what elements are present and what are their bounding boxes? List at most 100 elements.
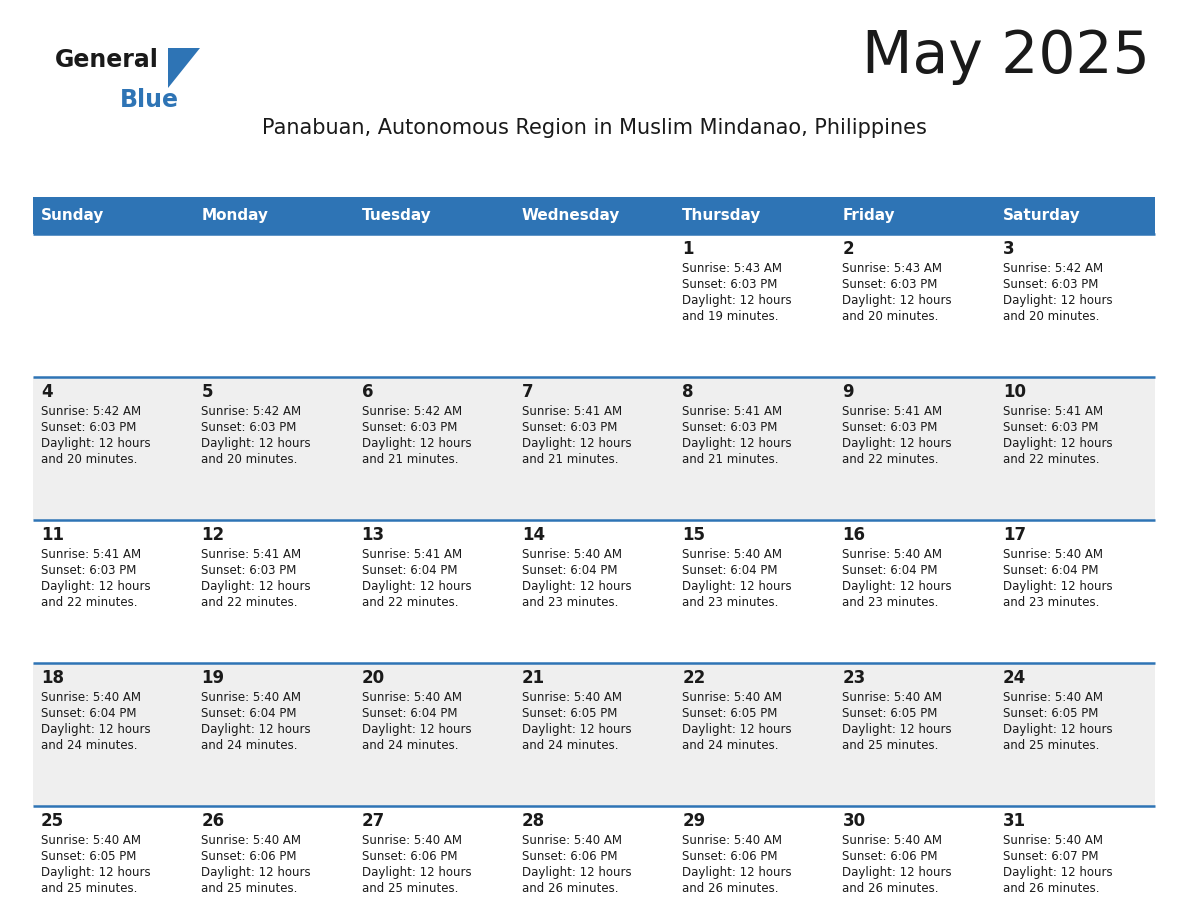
Text: Sunset: 6:03 PM: Sunset: 6:03 PM — [682, 421, 777, 434]
Text: 2: 2 — [842, 240, 854, 258]
Text: Saturday: Saturday — [1003, 208, 1080, 223]
Text: 8: 8 — [682, 383, 694, 401]
Text: Daylight: 12 hours: Daylight: 12 hours — [201, 866, 311, 879]
Text: Sunset: 6:04 PM: Sunset: 6:04 PM — [682, 564, 778, 577]
Text: 29: 29 — [682, 812, 706, 830]
Text: Tuesday: Tuesday — [361, 208, 431, 223]
Text: Daylight: 12 hours: Daylight: 12 hours — [522, 437, 632, 450]
Text: and 26 minutes.: and 26 minutes. — [842, 882, 939, 895]
Text: 16: 16 — [842, 526, 865, 544]
Text: Sunset: 6:06 PM: Sunset: 6:06 PM — [842, 850, 939, 863]
Bar — [33, 377, 1155, 520]
Text: and 24 minutes.: and 24 minutes. — [522, 739, 619, 752]
Text: Sunrise: 5:43 AM: Sunrise: 5:43 AM — [842, 262, 942, 275]
Text: 4: 4 — [42, 383, 52, 401]
Text: 25: 25 — [42, 812, 64, 830]
Text: Daylight: 12 hours: Daylight: 12 hours — [1003, 437, 1112, 450]
Text: and 26 minutes.: and 26 minutes. — [522, 882, 619, 895]
Text: Sunrise: 5:42 AM: Sunrise: 5:42 AM — [42, 405, 141, 418]
Text: and 23 minutes.: and 23 minutes. — [522, 596, 618, 609]
Text: 23: 23 — [842, 669, 866, 687]
Text: Daylight: 12 hours: Daylight: 12 hours — [42, 866, 151, 879]
Text: Sunrise: 5:40 AM: Sunrise: 5:40 AM — [842, 834, 942, 847]
Text: Sunrise: 5:41 AM: Sunrise: 5:41 AM — [1003, 405, 1102, 418]
Text: Sunset: 6:03 PM: Sunset: 6:03 PM — [42, 564, 137, 577]
Text: Daylight: 12 hours: Daylight: 12 hours — [1003, 294, 1112, 307]
Text: Sunrise: 5:41 AM: Sunrise: 5:41 AM — [361, 548, 462, 561]
Text: and 25 minutes.: and 25 minutes. — [1003, 739, 1099, 752]
Text: and 24 minutes.: and 24 minutes. — [682, 739, 778, 752]
Text: and 22 minutes.: and 22 minutes. — [842, 453, 939, 466]
Bar — [33, 663, 1155, 806]
Text: and 24 minutes.: and 24 minutes. — [42, 739, 138, 752]
Text: and 25 minutes.: and 25 minutes. — [842, 739, 939, 752]
Text: Sunset: 6:03 PM: Sunset: 6:03 PM — [1003, 278, 1098, 291]
Text: Sunrise: 5:40 AM: Sunrise: 5:40 AM — [522, 548, 621, 561]
Bar — [33, 197, 1155, 234]
Text: Sunset: 6:06 PM: Sunset: 6:06 PM — [682, 850, 778, 863]
Text: Daylight: 12 hours: Daylight: 12 hours — [522, 580, 632, 593]
Text: Sunset: 6:04 PM: Sunset: 6:04 PM — [1003, 564, 1098, 577]
Text: Daylight: 12 hours: Daylight: 12 hours — [842, 580, 952, 593]
Text: Sunrise: 5:43 AM: Sunrise: 5:43 AM — [682, 262, 782, 275]
Text: Panabuan, Autonomous Region in Muslim Mindanao, Philippines: Panabuan, Autonomous Region in Muslim Mi… — [261, 118, 927, 138]
Text: Daylight: 12 hours: Daylight: 12 hours — [522, 866, 632, 879]
Text: 30: 30 — [842, 812, 866, 830]
Text: Thursday: Thursday — [682, 208, 762, 223]
Text: 18: 18 — [42, 669, 64, 687]
Text: 28: 28 — [522, 812, 545, 830]
Text: Sunset: 6:04 PM: Sunset: 6:04 PM — [842, 564, 939, 577]
Text: Sunrise: 5:40 AM: Sunrise: 5:40 AM — [42, 691, 141, 704]
Text: Sunset: 6:03 PM: Sunset: 6:03 PM — [201, 421, 297, 434]
Text: Sunrise: 5:40 AM: Sunrise: 5:40 AM — [522, 691, 621, 704]
Text: Sunrise: 5:40 AM: Sunrise: 5:40 AM — [682, 834, 782, 847]
Text: Sunset: 6:03 PM: Sunset: 6:03 PM — [361, 421, 457, 434]
Text: Daylight: 12 hours: Daylight: 12 hours — [522, 723, 632, 736]
Text: Sunset: 6:04 PM: Sunset: 6:04 PM — [522, 564, 618, 577]
Text: General: General — [55, 48, 159, 72]
Text: Sunrise: 5:40 AM: Sunrise: 5:40 AM — [842, 691, 942, 704]
Text: Sunrise: 5:41 AM: Sunrise: 5:41 AM — [201, 548, 302, 561]
Text: 24: 24 — [1003, 669, 1026, 687]
Bar — [33, 234, 1155, 377]
Text: Sunrise: 5:40 AM: Sunrise: 5:40 AM — [201, 834, 302, 847]
Text: Sunset: 6:03 PM: Sunset: 6:03 PM — [201, 564, 297, 577]
Text: May 2025: May 2025 — [862, 28, 1150, 85]
Text: Sunrise: 5:40 AM: Sunrise: 5:40 AM — [682, 548, 782, 561]
Text: Daylight: 12 hours: Daylight: 12 hours — [42, 437, 151, 450]
Text: Sunset: 6:07 PM: Sunset: 6:07 PM — [1003, 850, 1098, 863]
Text: 1: 1 — [682, 240, 694, 258]
Text: and 21 minutes.: and 21 minutes. — [361, 453, 459, 466]
Text: Sunrise: 5:42 AM: Sunrise: 5:42 AM — [201, 405, 302, 418]
Text: Sunrise: 5:42 AM: Sunrise: 5:42 AM — [361, 405, 462, 418]
Text: and 22 minutes.: and 22 minutes. — [361, 596, 459, 609]
Text: Daylight: 12 hours: Daylight: 12 hours — [42, 723, 151, 736]
Text: Sunset: 6:05 PM: Sunset: 6:05 PM — [842, 707, 937, 720]
Bar — [33, 520, 1155, 663]
Text: Sunset: 6:04 PM: Sunset: 6:04 PM — [361, 707, 457, 720]
Text: and 22 minutes.: and 22 minutes. — [42, 596, 138, 609]
Text: 21: 21 — [522, 669, 545, 687]
Text: 26: 26 — [201, 812, 225, 830]
Text: Daylight: 12 hours: Daylight: 12 hours — [361, 580, 472, 593]
Text: Daylight: 12 hours: Daylight: 12 hours — [842, 723, 952, 736]
Text: 9: 9 — [842, 383, 854, 401]
Text: Sunset: 6:04 PM: Sunset: 6:04 PM — [361, 564, 457, 577]
Text: Daylight: 12 hours: Daylight: 12 hours — [682, 723, 791, 736]
Text: Sunset: 6:03 PM: Sunset: 6:03 PM — [1003, 421, 1098, 434]
Text: and 25 minutes.: and 25 minutes. — [361, 882, 457, 895]
Text: Sunrise: 5:41 AM: Sunrise: 5:41 AM — [522, 405, 623, 418]
Text: Daylight: 12 hours: Daylight: 12 hours — [361, 723, 472, 736]
Text: and 22 minutes.: and 22 minutes. — [1003, 453, 1099, 466]
Text: Sunrise: 5:40 AM: Sunrise: 5:40 AM — [682, 691, 782, 704]
Text: Sunset: 6:03 PM: Sunset: 6:03 PM — [42, 421, 137, 434]
Text: Sunrise: 5:41 AM: Sunrise: 5:41 AM — [42, 548, 141, 561]
Text: and 19 minutes.: and 19 minutes. — [682, 310, 778, 323]
Text: Daylight: 12 hours: Daylight: 12 hours — [361, 437, 472, 450]
Text: 15: 15 — [682, 526, 706, 544]
Text: 6: 6 — [361, 383, 373, 401]
Text: Sunday: Sunday — [42, 208, 105, 223]
Text: and 26 minutes.: and 26 minutes. — [682, 882, 778, 895]
Text: Sunrise: 5:40 AM: Sunrise: 5:40 AM — [1003, 548, 1102, 561]
Text: Sunset: 6:03 PM: Sunset: 6:03 PM — [842, 278, 937, 291]
